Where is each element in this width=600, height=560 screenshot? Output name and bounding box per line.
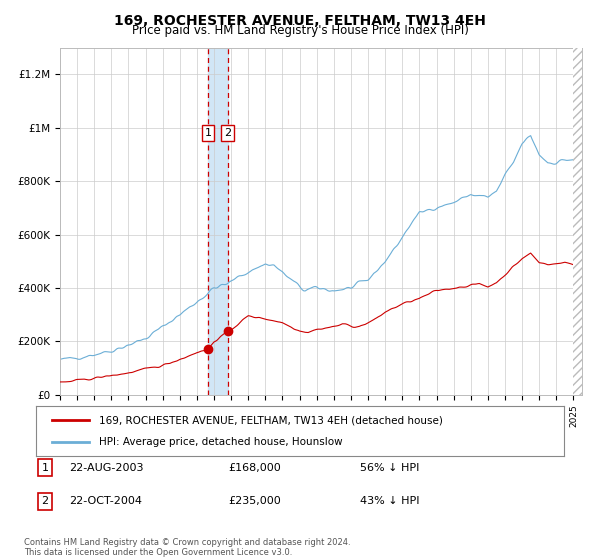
Text: 169, ROCHESTER AVENUE, FELTHAM, TW13 4EH (detached house): 169, ROCHESTER AVENUE, FELTHAM, TW13 4EH… bbox=[100, 415, 443, 425]
Text: £168,000: £168,000 bbox=[228, 463, 281, 473]
Text: 56% ↓ HPI: 56% ↓ HPI bbox=[360, 463, 419, 473]
Text: 22-OCT-2004: 22-OCT-2004 bbox=[69, 496, 142, 506]
Text: Contains HM Land Registry data © Crown copyright and database right 2024.
This d: Contains HM Land Registry data © Crown c… bbox=[24, 538, 350, 557]
Bar bbox=[208, 48, 228, 395]
Text: £235,000: £235,000 bbox=[228, 496, 281, 506]
Bar bbox=[574, 48, 582, 395]
Text: Price paid vs. HM Land Registry's House Price Index (HPI): Price paid vs. HM Land Registry's House … bbox=[131, 24, 469, 37]
Text: 22-AUG-2003: 22-AUG-2003 bbox=[69, 463, 143, 473]
Text: 2: 2 bbox=[224, 128, 231, 138]
Text: 2: 2 bbox=[41, 496, 49, 506]
Text: 1: 1 bbox=[205, 128, 211, 138]
Text: 169, ROCHESTER AVENUE, FELTHAM, TW13 4EH: 169, ROCHESTER AVENUE, FELTHAM, TW13 4EH bbox=[114, 14, 486, 28]
Text: 1: 1 bbox=[41, 463, 49, 473]
Text: HPI: Average price, detached house, Hounslow: HPI: Average price, detached house, Houn… bbox=[100, 437, 343, 447]
Text: 43% ↓ HPI: 43% ↓ HPI bbox=[360, 496, 419, 506]
